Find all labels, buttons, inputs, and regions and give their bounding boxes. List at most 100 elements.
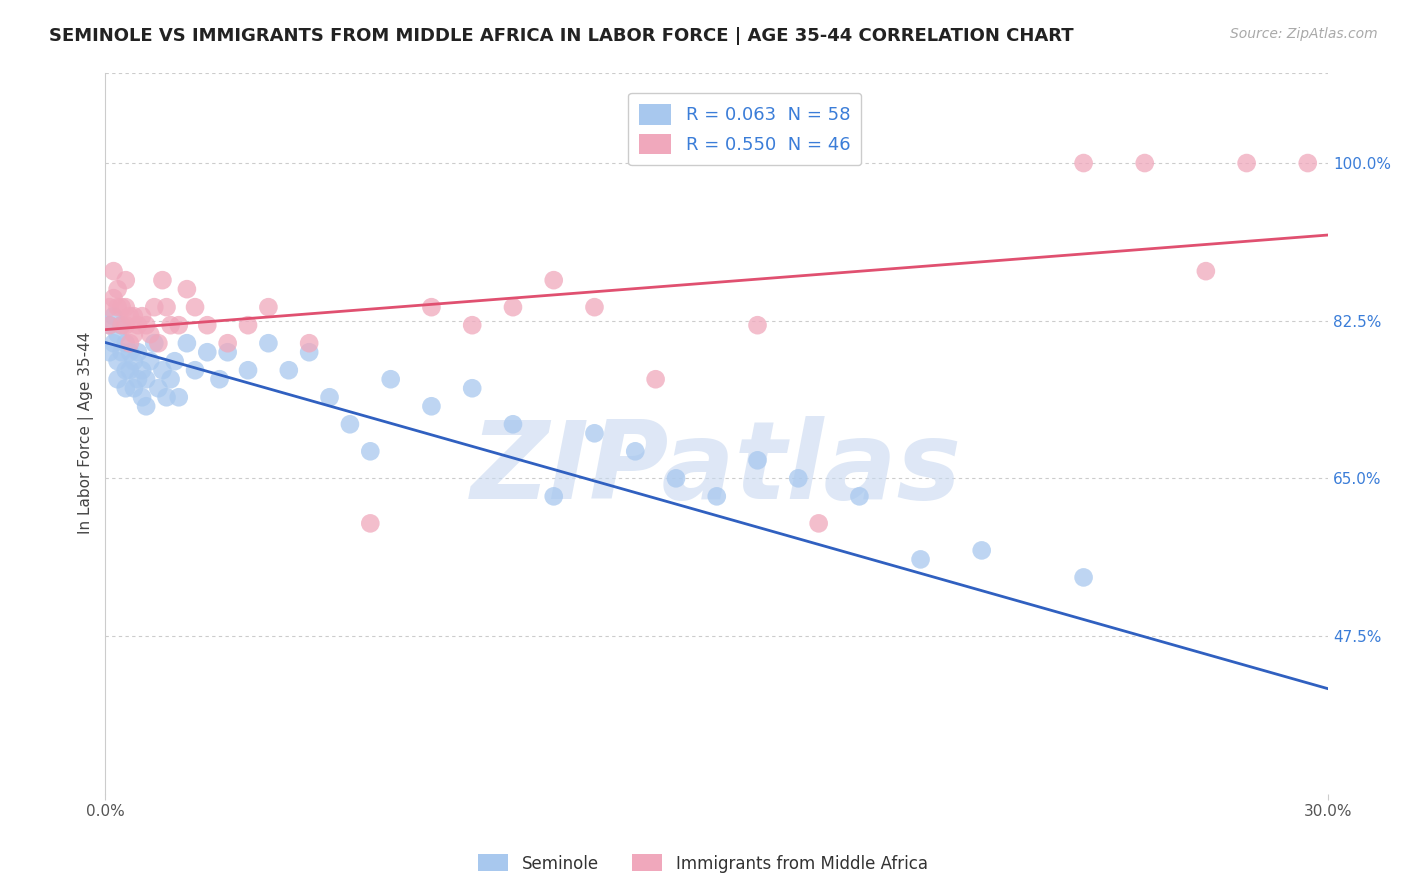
- Point: [148, 336, 170, 351]
- Point: [114, 381, 136, 395]
- Point: [111, 318, 134, 333]
- Point: [1236, 156, 1258, 170]
- Point: [298, 336, 321, 351]
- Point: [706, 489, 728, 503]
- Point: [143, 300, 166, 314]
- Point: [159, 372, 181, 386]
- Point: [195, 318, 218, 333]
- Point: [502, 417, 524, 432]
- Y-axis label: In Labor Force | Age 35-44: In Labor Force | Age 35-44: [79, 332, 94, 534]
- Point: [176, 336, 198, 351]
- Point: [122, 354, 145, 368]
- Point: [461, 381, 484, 395]
- Point: [98, 300, 121, 314]
- Point: [1073, 156, 1095, 170]
- Point: [359, 516, 381, 531]
- Point: [114, 273, 136, 287]
- Point: [543, 489, 565, 503]
- Point: [98, 318, 121, 333]
- Point: [217, 336, 239, 351]
- Point: [139, 354, 162, 368]
- Text: SEMINOLE VS IMMIGRANTS FROM MIDDLE AFRICA IN LABOR FORCE | AGE 35-44 CORRELATION: SEMINOLE VS IMMIGRANTS FROM MIDDLE AFRIC…: [49, 27, 1074, 45]
- Point: [848, 489, 870, 503]
- Point: [184, 363, 207, 377]
- Point: [131, 390, 153, 404]
- Point: [114, 300, 136, 314]
- Point: [236, 363, 259, 377]
- Point: [103, 291, 125, 305]
- Point: [122, 381, 145, 395]
- Point: [107, 282, 129, 296]
- Point: [277, 363, 299, 377]
- Text: Source: ZipAtlas.com: Source: ZipAtlas.com: [1230, 27, 1378, 41]
- Point: [135, 318, 157, 333]
- Point: [118, 345, 141, 359]
- Point: [118, 309, 141, 323]
- Point: [543, 273, 565, 287]
- Point: [747, 453, 769, 467]
- Point: [318, 390, 340, 404]
- Point: [236, 318, 259, 333]
- Point: [787, 471, 810, 485]
- Point: [131, 363, 153, 377]
- Point: [152, 273, 174, 287]
- Text: ZIPatlas: ZIPatlas: [471, 417, 962, 523]
- Point: [380, 372, 402, 386]
- Point: [1133, 156, 1156, 170]
- Point: [131, 309, 153, 323]
- Point: [167, 318, 190, 333]
- Point: [195, 345, 218, 359]
- Point: [139, 327, 162, 342]
- Point: [167, 390, 190, 404]
- Point: [135, 372, 157, 386]
- Legend: Seminole, Immigrants from Middle Africa: Seminole, Immigrants from Middle Africa: [472, 847, 934, 880]
- Point: [107, 327, 129, 342]
- Point: [155, 300, 177, 314]
- Point: [155, 390, 177, 404]
- Point: [359, 444, 381, 458]
- Point: [127, 345, 149, 359]
- Point: [103, 336, 125, 351]
- Point: [970, 543, 993, 558]
- Point: [420, 399, 443, 413]
- Point: [420, 300, 443, 314]
- Point: [103, 264, 125, 278]
- Point: [208, 372, 231, 386]
- Point: [910, 552, 932, 566]
- Point: [461, 318, 484, 333]
- Point: [111, 318, 134, 333]
- Point: [127, 372, 149, 386]
- Point: [103, 309, 125, 323]
- Point: [127, 318, 149, 333]
- Point: [107, 354, 129, 368]
- Point: [135, 399, 157, 413]
- Point: [1296, 156, 1319, 170]
- Point: [122, 327, 145, 342]
- Point: [148, 381, 170, 395]
- Point: [502, 300, 524, 314]
- Point: [163, 354, 186, 368]
- Point: [143, 336, 166, 351]
- Point: [257, 300, 280, 314]
- Point: [111, 300, 134, 314]
- Point: [98, 318, 121, 333]
- Point: [114, 318, 136, 333]
- Point: [152, 363, 174, 377]
- Point: [583, 426, 606, 441]
- Point: [217, 345, 239, 359]
- Point: [118, 336, 141, 351]
- Point: [624, 444, 647, 458]
- Point: [298, 345, 321, 359]
- Point: [339, 417, 361, 432]
- Point: [107, 300, 129, 314]
- Point: [118, 363, 141, 377]
- Point: [159, 318, 181, 333]
- Point: [176, 282, 198, 296]
- Point: [807, 516, 830, 531]
- Point: [111, 345, 134, 359]
- Point: [1195, 264, 1218, 278]
- Point: [184, 300, 207, 314]
- Point: [1073, 570, 1095, 584]
- Point: [644, 372, 666, 386]
- Point: [114, 336, 136, 351]
